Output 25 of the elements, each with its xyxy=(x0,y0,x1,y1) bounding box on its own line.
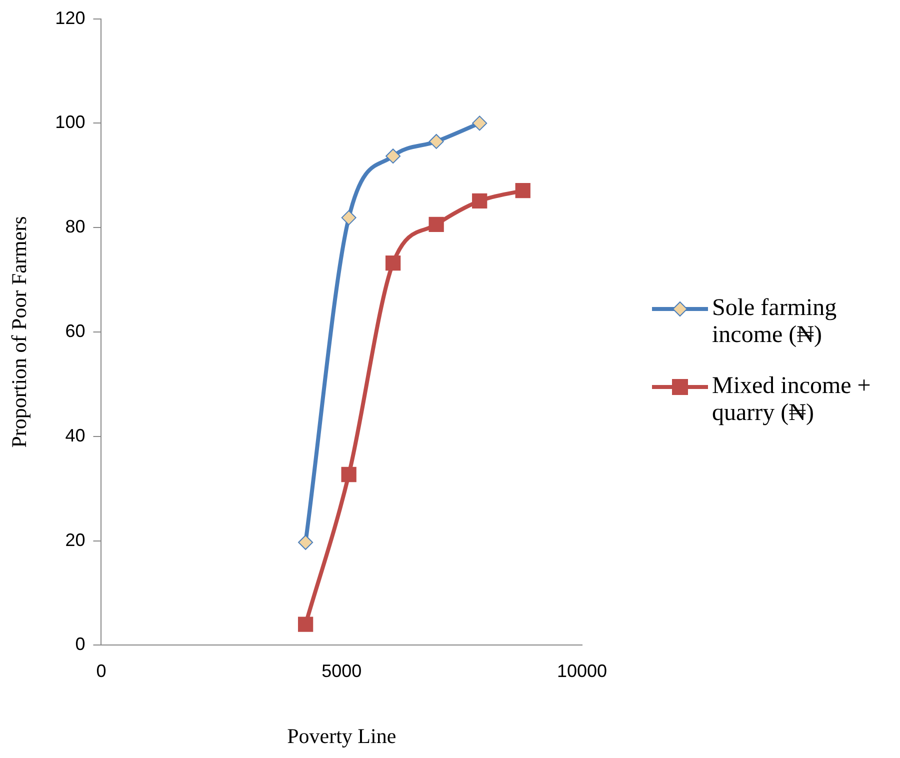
y-tick-label: 0 xyxy=(75,634,86,654)
y-tick-label: 80 xyxy=(65,216,86,237)
point xyxy=(472,116,488,131)
y-tick-label: 60 xyxy=(65,320,86,341)
point xyxy=(385,256,401,271)
point xyxy=(428,134,444,149)
point xyxy=(298,534,314,550)
point xyxy=(428,216,444,232)
y-tick-label: 40 xyxy=(65,425,86,446)
legend-label: Sole farming income (₦) xyxy=(712,295,838,349)
y-tick-label: 100 xyxy=(55,112,86,132)
x-tick-label: 0 xyxy=(96,660,106,681)
point xyxy=(341,210,356,226)
point xyxy=(515,182,530,198)
point xyxy=(472,193,488,209)
y-tick-label: 120 xyxy=(55,8,86,28)
x-tick-label: 5000 xyxy=(322,660,362,681)
y-axis-title: Proportion of Poor Farmers xyxy=(7,216,32,448)
point xyxy=(341,466,356,482)
x-axis-title: Poverty Line xyxy=(287,724,396,748)
y-tick-label: 20 xyxy=(65,530,86,550)
point xyxy=(386,148,401,164)
point xyxy=(298,616,314,632)
legend-label: Mixed income + quarry (₦) xyxy=(712,373,872,427)
x-tick-label: 10000 xyxy=(556,660,608,681)
